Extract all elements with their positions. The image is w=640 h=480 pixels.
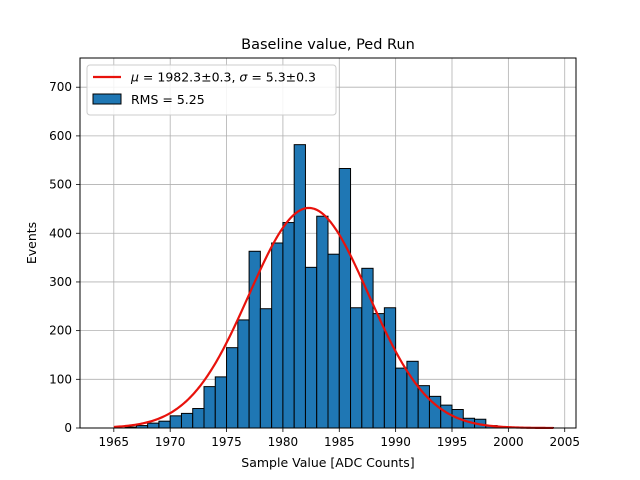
y-tick-label: 200 <box>49 324 72 338</box>
histogram-bar <box>226 347 239 429</box>
legend: μ = 1982.3±0.3, σ = 5.3±0.3 RMS = 5.25 <box>86 64 337 116</box>
histogram-bar <box>180 412 194 429</box>
histogram-bar <box>158 420 171 429</box>
histogram-bar <box>271 242 284 429</box>
x-tick-label: 1985 <box>324 435 355 449</box>
histogram-bars <box>124 144 554 429</box>
legend-fit-label: μ = 1982.3±0.3, σ = 5.3±0.3 <box>130 70 316 85</box>
y-tick-label: 100 <box>49 372 72 386</box>
histogram-bar <box>338 168 352 429</box>
histogram-bar <box>304 266 318 429</box>
y-tick-label: 0 <box>64 421 72 435</box>
histogram-bar <box>406 360 419 429</box>
x-tick-label: 2005 <box>549 435 580 449</box>
x-tick-label: 1995 <box>437 435 468 449</box>
histogram-bar <box>203 386 216 429</box>
plot-frame <box>79 57 577 429</box>
y-tick-label: 600 <box>49 129 72 143</box>
x-tick-label: 1965 <box>99 435 130 449</box>
histogram-bar <box>259 308 273 429</box>
y-axis-label: Events <box>24 222 39 264</box>
legend-box <box>86 64 337 116</box>
chart-title: Baseline value, Ped Run <box>241 37 415 53</box>
histogram-bar <box>372 313 385 429</box>
y-tick-label: 300 <box>49 275 72 289</box>
x-tick-label: 1975 <box>211 435 242 449</box>
x-tick-label: 2000 <box>493 435 524 449</box>
histogram-bar <box>147 422 160 429</box>
histogram-bar <box>169 415 182 429</box>
legend-histogram-label: RMS = 5.25 <box>131 92 205 107</box>
histogram-bar <box>395 367 408 429</box>
y-tick-label: 500 <box>49 178 72 192</box>
histogram-bar <box>192 408 205 429</box>
histogram-bar <box>327 253 340 429</box>
histogram-bar <box>293 144 306 429</box>
histogram-bar <box>316 215 329 429</box>
histogram-bar <box>440 404 453 429</box>
histogram-bar <box>383 307 397 429</box>
legend-histogram-swatch <box>92 93 122 105</box>
gaussian-fit-curve <box>113 206 554 430</box>
y-axis-ticks: 0 100 200 300 400 500 600 700 <box>49 80 80 435</box>
x-tick-label: 1970 <box>155 435 186 449</box>
y-tick-label: 400 <box>49 226 72 240</box>
x-axis-ticks: 1965 1970 1975 1980 1985 1990 1995 2000 2005 <box>99 428 580 449</box>
histogram-bar <box>237 319 250 429</box>
histogram-bar <box>282 222 295 429</box>
x-tick-label: 1990 <box>380 435 411 449</box>
histogram-bar <box>350 307 363 429</box>
histogram-bar <box>248 250 261 429</box>
x-tick-label: 1980 <box>268 435 299 449</box>
y-tick-label: 700 <box>49 80 72 94</box>
histogram-bar <box>214 376 228 429</box>
x-axis-label: Sample Value [ADC Counts] <box>241 455 414 470</box>
